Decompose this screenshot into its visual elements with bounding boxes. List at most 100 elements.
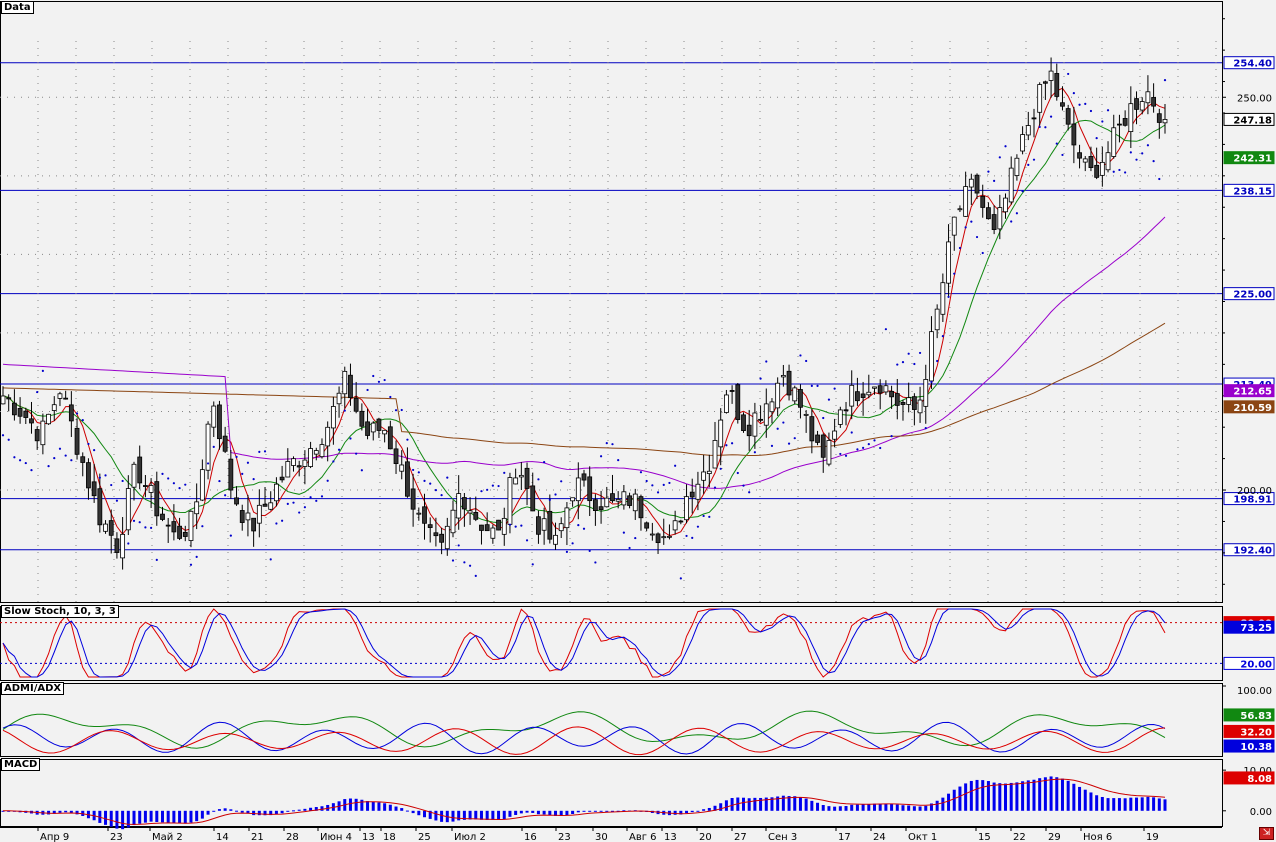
sar-dot [360, 469, 363, 472]
candle-body [456, 493, 462, 519]
candle-body [587, 476, 593, 502]
macd-bar [104, 810, 108, 825]
candle-body [6, 397, 12, 400]
x-tick-label: Июн 4 [320, 832, 352, 842]
x-tick-label: Ноя 6 [1083, 832, 1112, 842]
candle-body [758, 418, 763, 421]
macd-bar [855, 804, 859, 811]
sar-dot [805, 359, 808, 363]
stoch-tag-label: 20.00 [1240, 659, 1272, 670]
sar-dot [617, 459, 620, 462]
macd-bar [1095, 795, 1099, 811]
macd-bar [252, 810, 256, 816]
x-tick-label: 14 [216, 832, 229, 842]
candle-body [285, 461, 291, 478]
adx-tag-box [1223, 739, 1275, 753]
sar-dot [275, 522, 278, 525]
sar-dot [901, 361, 905, 364]
macd-bar [189, 810, 193, 823]
macd-bar [741, 797, 745, 811]
candle-body [553, 534, 558, 545]
candle-body [473, 512, 479, 520]
candle-body [68, 404, 74, 422]
sar-dot [588, 549, 591, 553]
macd-bar [713, 805, 717, 811]
candle-body [479, 524, 484, 531]
x-tick-label: 28 [286, 832, 299, 842]
macd-bar [383, 803, 387, 811]
macd-bar [929, 803, 933, 811]
candle-body [165, 524, 171, 527]
candle-body [1122, 118, 1128, 126]
candle-body [222, 435, 228, 452]
sar-dot [189, 563, 193, 566]
sar-dot [440, 494, 443, 497]
macd-bar [75, 810, 79, 815]
candle-body [684, 496, 689, 521]
macd-bar [759, 797, 763, 811]
x-tick-label: 23 [110, 832, 123, 842]
sar-dot [941, 335, 944, 338]
x-tick-label: 21 [251, 832, 264, 842]
macd-bar [47, 810, 51, 815]
sar-dot [503, 471, 506, 474]
macd-bar [354, 798, 358, 811]
macd-bar [747, 798, 751, 811]
sar-dot [372, 374, 375, 378]
candle-body [775, 382, 781, 409]
candle-body [718, 419, 724, 448]
candle-body [11, 402, 17, 416]
level-tag-label: 254.40 [1233, 59, 1272, 70]
macd-bar [491, 810, 495, 820]
candle-body [325, 426, 331, 447]
sar-dot [953, 272, 956, 275]
macd-bar [673, 810, 677, 815]
candle-body [245, 512, 251, 521]
candle-body [399, 464, 405, 472]
sar-dot [964, 226, 967, 229]
candle-body [51, 404, 57, 411]
macd-bar [542, 810, 546, 815]
sar-dot [235, 455, 238, 458]
sar-dot [1010, 220, 1013, 223]
sar-dot [1129, 151, 1132, 154]
sar-dot [936, 359, 939, 363]
candle-body [518, 474, 524, 478]
macd-bar [622, 810, 626, 812]
macd-bar [605, 810, 609, 812]
sar-dot [292, 501, 295, 504]
candle-body [199, 469, 205, 501]
x-tick-label: Май 2 [152, 832, 183, 842]
sar-dot [1049, 115, 1053, 118]
adx-panel-label: ADMI/ADX [1, 682, 65, 695]
candle-body [1003, 197, 1008, 213]
level-tag-box [1223, 56, 1275, 70]
macd-bar [559, 810, 563, 816]
candle-body [604, 497, 610, 508]
sar-dot [514, 525, 517, 528]
sar-dot [565, 550, 569, 553]
candle-body [815, 434, 820, 443]
sar-dot [947, 295, 950, 299]
macd-bar [474, 810, 478, 820]
candle-body [182, 531, 188, 537]
macd-panel-label: MACD [1, 758, 41, 771]
sar-dot [326, 479, 329, 482]
sar-dot [218, 479, 221, 483]
sar-dot [975, 235, 979, 239]
sar-dot [70, 459, 73, 462]
sar-dot [184, 483, 187, 486]
candle-body [17, 408, 23, 417]
macd-bar [497, 810, 501, 820]
sar-dot [58, 447, 62, 450]
sar-dot [104, 474, 107, 477]
macd-bar [821, 805, 825, 811]
candle-body [957, 208, 963, 211]
corner-icon[interactable]: ⇲ [1259, 827, 1274, 840]
stoch-tag-box [1223, 656, 1275, 670]
sar-dot [753, 451, 756, 454]
macd-bar [160, 810, 164, 823]
candle-body [279, 476, 285, 481]
candle-body [29, 418, 34, 424]
sar-dot [337, 448, 341, 451]
